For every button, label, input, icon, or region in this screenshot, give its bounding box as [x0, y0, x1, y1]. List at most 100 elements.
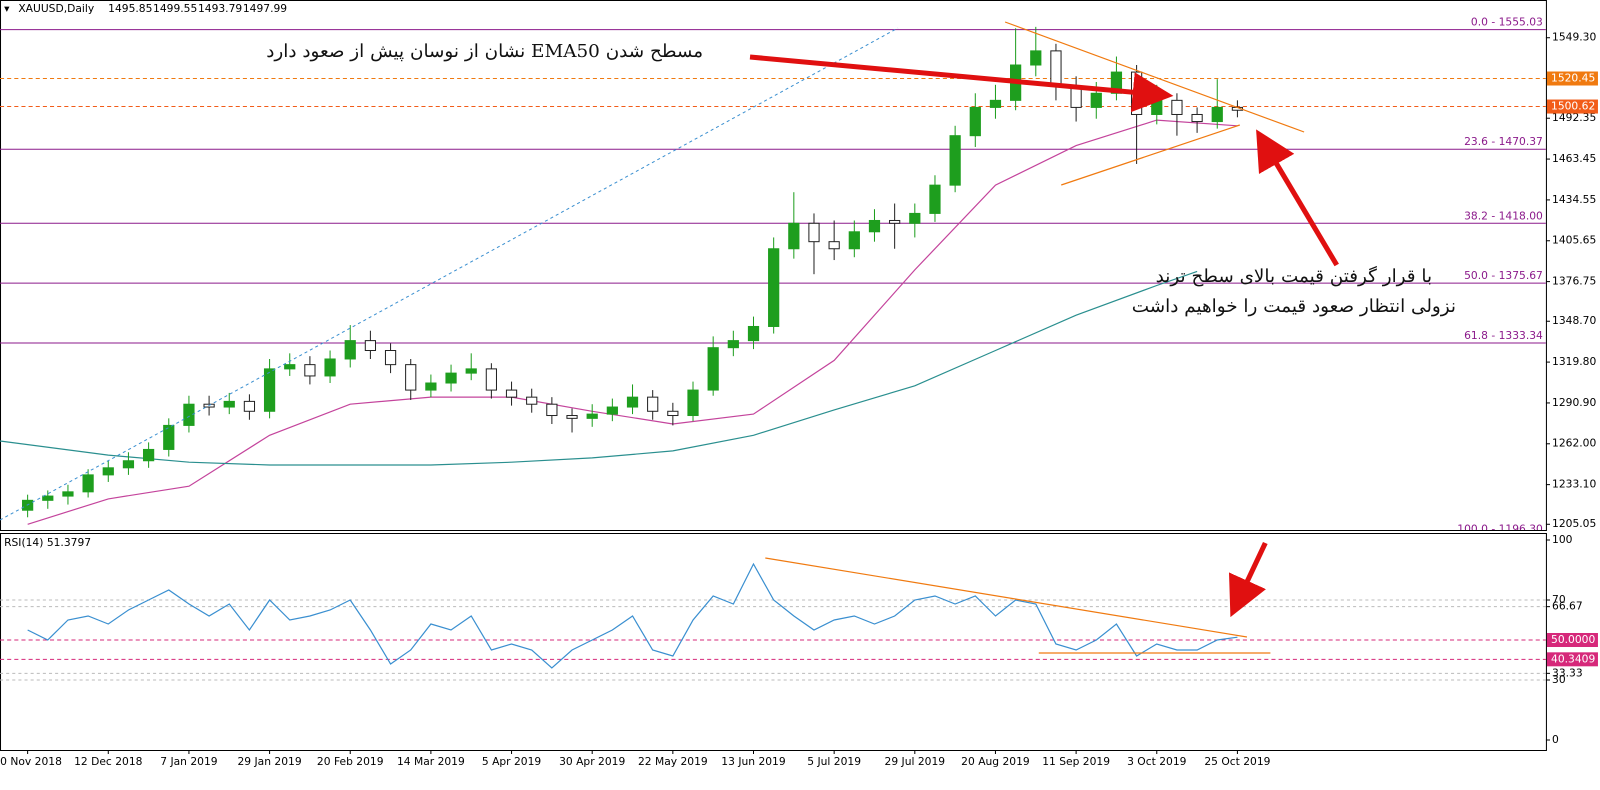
candle-body: [505, 389, 518, 398]
x-tick-label: 5 Jul 2019: [807, 756, 861, 768]
rsi-level-box: [1546, 633, 1598, 647]
moving-average: [27, 119, 1238, 525]
candle-body: [223, 400, 235, 408]
ascending-trendline: [1061, 124, 1240, 186]
candle-body: [42, 495, 54, 501]
x-tick-label: 3 Oct 2019: [1127, 756, 1186, 768]
candle-body: [1050, 50, 1062, 87]
candle-body: [485, 368, 497, 391]
candle-body: [647, 396, 659, 412]
candle-body: [62, 491, 74, 497]
candle-body: [344, 340, 356, 360]
ohlc-open: 1495.85: [108, 3, 152, 15]
candle-body: [909, 212, 921, 224]
rsi-trendline: [765, 557, 1248, 638]
x-tick-label: 29 Jan 2019: [238, 756, 302, 768]
candle-body: [284, 364, 296, 370]
arrow: [1256, 129, 1339, 267]
y-tick-label: 1434.55: [1552, 194, 1596, 206]
x-tick-label: 29 Jul 2019: [885, 756, 946, 768]
y-tick-label: 1205.05: [1552, 518, 1596, 530]
candle-body: [384, 350, 397, 366]
main-panel-border: [0, 0, 1547, 531]
y-tick-label: 1348.70: [1552, 315, 1597, 327]
candle-body: [788, 222, 800, 250]
candle-body: [989, 99, 1002, 108]
fib-label: 23.6 - 1470.37: [1464, 136, 1543, 148]
rsi-tick-label: 30: [1552, 674, 1566, 686]
annotation: با قرار گرفتن قیمت بالای سطح ترند: [1156, 265, 1432, 287]
rsi-tick-label: 0: [1552, 734, 1559, 746]
moving-average: [0, 270, 1198, 466]
candle-body: [667, 410, 679, 417]
candle-body: [1090, 92, 1102, 108]
candle-body: [949, 135, 961, 186]
ohlc-low: 1493.79: [198, 3, 242, 15]
candle-body: [828, 241, 840, 250]
candle-body: [768, 248, 780, 327]
rsi-tick-label: 66.67: [1552, 601, 1583, 613]
candle-body: [465, 368, 477, 374]
candle-body: [546, 403, 558, 417]
candle-body: [868, 219, 881, 233]
candle-body: [405, 364, 417, 391]
x-tick-label: 12 Dec 2018: [74, 756, 143, 768]
main-marks: [0, 26, 1244, 525]
rsi-tick-label: 33.33: [1552, 667, 1583, 679]
y-tick-label: 1492.35: [1552, 112, 1596, 124]
candle-body: [526, 396, 538, 405]
candle-body: [304, 364, 316, 377]
annotation: مسطح شدن EMA50 نشان از نوسان پیش از صعود…: [266, 41, 703, 62]
rsi-panel-border: [0, 533, 1547, 751]
main-levels: 0.0 - 1555.03 23.6 - 1470.37 38.2 - 1418.0…: [0, 17, 1546, 536]
fib-label: 61.8 - 1333.34: [1464, 330, 1543, 342]
fib-label: 38.2 - 1418.00: [1464, 210, 1543, 222]
price-level-label: 1500.62: [1551, 101, 1595, 113]
candle-body: [102, 467, 114, 476]
annotation: نزولی انتظار صعود قیمت را خواهیم داشت: [1132, 296, 1456, 317]
rsi-title: RSI(14) 51.3797: [4, 537, 91, 549]
rsi-drawings: [765, 541, 1271, 654]
candle-body: [445, 372, 457, 384]
y-tick-label: 1549.30: [1552, 32, 1597, 44]
x-tick-label: 7 Jan 2019: [160, 756, 217, 768]
descending-trendline: [1004, 21, 1305, 133]
candle-body: [707, 347, 719, 391]
y-tick-label: 1290.90: [1552, 397, 1597, 409]
rsi-tick-label: 70: [1552, 594, 1566, 606]
candle-body: [1030, 50, 1042, 66]
candle-body: [929, 184, 941, 214]
candle-body: [727, 340, 739, 349]
candle-body: [1211, 106, 1223, 123]
drawings: [0, 21, 1339, 521]
ohlc-close: 1497.99: [243, 3, 287, 15]
arrow: [1228, 541, 1268, 618]
candle-body: [1171, 99, 1183, 115]
candle-body: [1151, 99, 1163, 115]
candle-body: [122, 460, 135, 469]
fib-label: 50.0 - 1375.67: [1464, 270, 1543, 282]
y-tick-label: 1376.75: [1552, 276, 1596, 288]
symbol: XAUUSD,Daily: [18, 3, 94, 15]
menu-icon[interactable]: ▾: [4, 3, 10, 15]
candle-body: [324, 358, 336, 377]
fib-label: 100.0 - 1196.30: [1457, 524, 1543, 536]
candle-body: [1191, 113, 1203, 123]
candle-body: [848, 231, 860, 250]
y-tick-label: 1233.10: [1552, 479, 1597, 491]
x-tick-label: 20 Nov 2018: [0, 756, 62, 768]
rsi-marks: [27, 562, 1238, 669]
y-tick-label: 1405.65: [1552, 235, 1596, 247]
rsi-line: [27, 562, 1238, 669]
x-tick-label: 20 Feb 2019: [317, 756, 384, 768]
candle-body: [808, 222, 820, 243]
rsi-tick-label: 100: [1552, 534, 1573, 546]
candle-body: [586, 413, 598, 419]
trend-channel-line: [0, 27, 899, 521]
x-tick-label: 20 Aug 2019: [961, 756, 1030, 768]
x-tick-label: 14 Mar 2019: [397, 756, 465, 768]
ohlc-high: 1499.55: [153, 3, 197, 15]
rsi-level-box: [1546, 652, 1598, 667]
price-level-label: 1520.45: [1551, 73, 1595, 85]
